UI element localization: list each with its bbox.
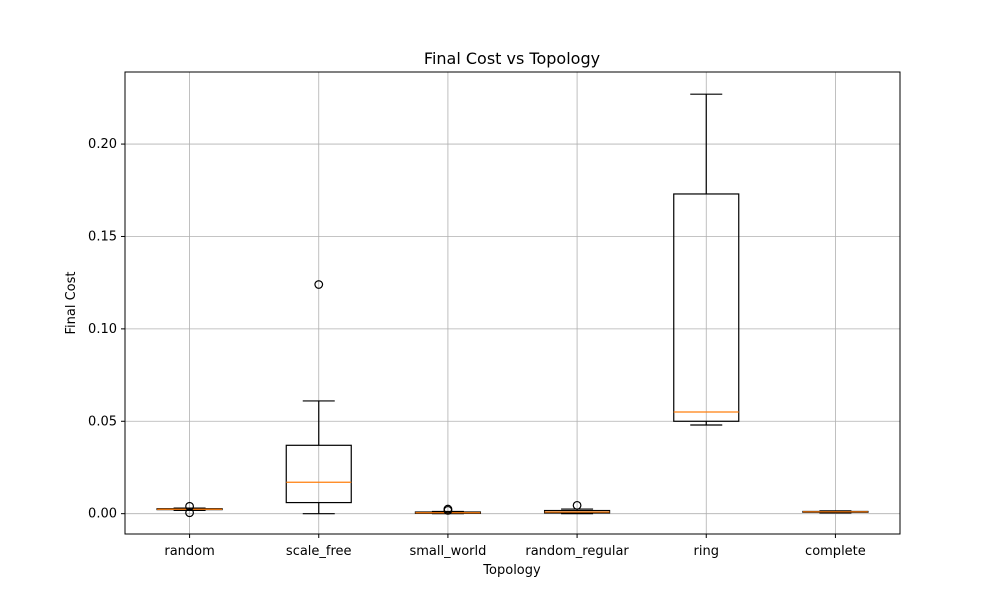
x-tick-label: ring xyxy=(694,544,719,559)
y-tick-label: 0.00 xyxy=(88,507,117,522)
grid-lines xyxy=(125,72,900,534)
outlier-point xyxy=(185,508,194,518)
outlier-point xyxy=(314,280,324,289)
y-axis-label: Final Cost xyxy=(64,272,79,335)
box-random xyxy=(156,501,223,518)
box-complete xyxy=(802,510,869,514)
box-random_regular xyxy=(543,500,611,515)
x-tick-label: complete xyxy=(805,544,866,559)
chart-title: Final Cost vs Topology xyxy=(424,49,600,68)
iqr-box xyxy=(673,193,740,422)
box-small_world xyxy=(414,504,482,515)
axis-ticks: 0.00 0.05 0.10 0.15 0.20 random scale_free smal… xyxy=(88,137,866,559)
iqr-box xyxy=(285,444,352,504)
x-tick-label: small_world xyxy=(409,544,486,559)
y-tick-label: 0.20 xyxy=(88,137,117,152)
outlier-point xyxy=(185,501,194,511)
x-axis-label: Topology xyxy=(482,563,541,578)
x-tick-label: scale_free xyxy=(286,544,352,559)
x-tick-label: random xyxy=(164,544,214,559)
x-tick-label: random_regular xyxy=(525,544,629,559)
box-ring xyxy=(673,93,740,426)
plot-area-frame xyxy=(124,71,901,535)
box-series xyxy=(156,93,869,518)
y-tick-label: 0.15 xyxy=(88,229,117,244)
outlier-point xyxy=(443,505,453,515)
outlier-point xyxy=(572,500,582,510)
box-scale_free xyxy=(285,280,352,515)
y-tick-label: 0.05 xyxy=(88,414,117,429)
y-tick-label: 0.10 xyxy=(88,322,117,337)
